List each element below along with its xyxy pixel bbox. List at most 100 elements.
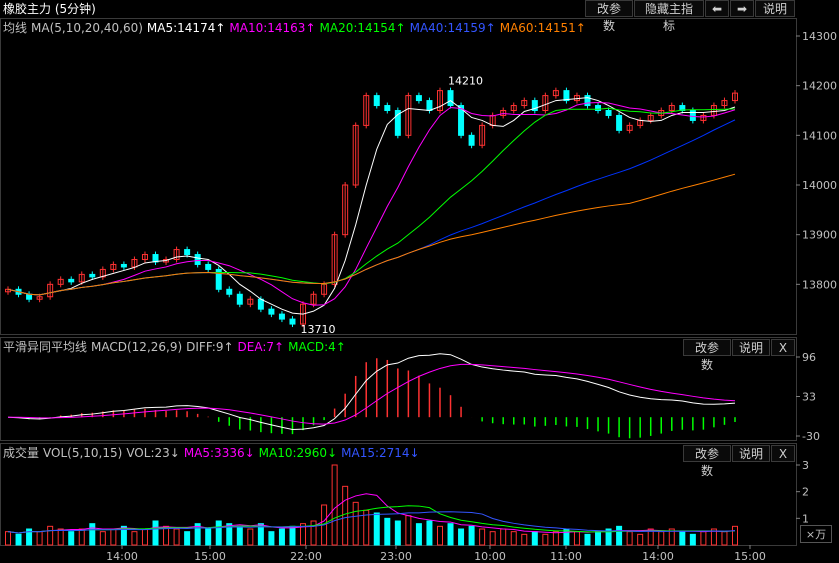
ma40-line <box>7 119 736 296</box>
volume-bar <box>426 520 433 546</box>
volume-bar <box>700 531 707 546</box>
volume-bar <box>99 531 106 546</box>
arrow-right-icon[interactable]: ➡ <box>730 0 754 17</box>
volume-bar <box>447 523 454 546</box>
volume-bar <box>542 533 549 546</box>
candle-body <box>700 114 707 121</box>
candle-body <box>342 184 349 236</box>
volume-bar <box>468 525 475 546</box>
vol-y-tick-label: 1 <box>802 512 809 525</box>
params-button[interactable]: 改参数 <box>585 0 633 33</box>
volume-bar <box>342 485 349 546</box>
volume-bar <box>384 517 391 546</box>
y-tick-label: 14200 <box>802 80 837 93</box>
high-price-label: 14210 <box>448 75 483 88</box>
volume-bar <box>668 528 675 546</box>
dea-value: DEA:7↑ <box>237 340 285 354</box>
vol-help-button[interactable]: 说明 <box>732 445 770 462</box>
candle-body <box>278 313 285 320</box>
macd-y-tick-label: -30 <box>802 430 820 443</box>
arrow-left-icon[interactable]: ⬅ <box>705 0 729 17</box>
volume-bar <box>479 528 486 546</box>
candle-body <box>352 124 359 186</box>
ma10-value: MA10:14163↑ <box>229 21 316 35</box>
candle-body <box>542 95 549 111</box>
candle-body <box>257 298 264 310</box>
volume-bar <box>710 528 717 546</box>
dea-line <box>7 363 736 425</box>
vol-close-icon[interactable]: X <box>771 445 795 462</box>
volume-bar <box>36 531 43 546</box>
vol-label: 成交量 <box>3 446 40 460</box>
volume-bar <box>194 523 201 546</box>
ma20-value: MA20:14154↑ <box>319 21 406 35</box>
hide-main-indicator-button[interactable]: 隐藏主指标 <box>634 0 704 33</box>
ma-legend: 均线 MA(5,10,20,40,60) MA5:14174↑ MA10:14163↑… <box>3 19 590 37</box>
candle-body <box>732 92 738 102</box>
ma10-line <box>7 102 736 306</box>
macd-help-button[interactable]: 说明 <box>732 339 770 356</box>
candle-body <box>721 100 728 107</box>
volume-bar <box>300 523 307 546</box>
candle-body <box>68 278 75 283</box>
macd-y-tick-label: 33 <box>802 391 816 404</box>
x-tick-label: 14:00 <box>642 550 674 563</box>
volume-bar <box>658 531 665 546</box>
macd-legend: 平滑异同平均线 MACD(12,26,9) DIFF:9↑ DEA:7↑ MACD:4↑ <box>3 338 350 356</box>
y-tick-label: 14300 <box>802 30 837 43</box>
panel-frame <box>0 337 797 441</box>
volume-bar <box>57 528 64 546</box>
candle-body <box>120 263 127 268</box>
y-tick-label: 13800 <box>802 278 837 291</box>
macd-close-icon[interactable]: X <box>771 339 795 356</box>
candle-body <box>468 134 475 146</box>
macd-params-button[interactable]: 改参数 <box>683 339 731 372</box>
vol-params: VOL(5,10,15) <box>43 446 123 460</box>
candle-body <box>552 90 559 97</box>
macd-label: 平滑异同平均线 <box>3 340 88 354</box>
ma5-line <box>7 97 736 315</box>
macd-params: MACD(12,26,9) <box>91 340 183 354</box>
volume-bar <box>141 528 148 546</box>
volume-bar <box>131 531 138 546</box>
x-tick-label: 23:00 <box>380 550 412 563</box>
volume-bar <box>510 531 517 546</box>
x-tick-label: 15:00 <box>734 550 766 563</box>
candle-body <box>415 95 422 102</box>
candle-body <box>78 273 85 283</box>
macd-y-tick-label: 96 <box>802 351 816 364</box>
volume-bar <box>732 525 738 546</box>
ma60-value: MA60:14151↑ <box>499 21 586 35</box>
candle-body <box>110 263 117 270</box>
candle-body <box>616 114 623 131</box>
candle-body <box>363 95 370 126</box>
x-tick-label: 10:00 <box>474 550 506 563</box>
x-tick-label: 11:00 <box>550 550 582 563</box>
candle-body <box>521 100 528 107</box>
volume-bar <box>278 528 285 546</box>
candle-body <box>384 105 391 111</box>
vol-params-button[interactable]: 改参数 <box>683 445 731 478</box>
volume-bar <box>68 531 75 546</box>
candle-body <box>531 100 538 111</box>
candle-body <box>500 110 507 116</box>
candle-body <box>57 278 64 285</box>
y-tick-label: 14000 <box>802 179 837 192</box>
volume-bar <box>616 525 623 546</box>
volume-bar <box>89 523 96 546</box>
volume-bar <box>584 533 591 546</box>
candle-body <box>458 105 465 136</box>
volume-bar <box>110 528 117 546</box>
low-price-label: 13710 <box>300 323 335 336</box>
volume-bar <box>47 525 54 546</box>
help-button[interactable]: 说明 <box>755 0 795 17</box>
volume-bar <box>152 520 159 546</box>
volume-bar <box>26 528 33 546</box>
x-tick-label: 22:00 <box>290 550 322 563</box>
volume-bar <box>226 523 233 546</box>
ma40-value: MA40:14159↑ <box>409 21 496 35</box>
vol-ma10-line <box>7 505 736 534</box>
volume-bar <box>689 533 696 546</box>
candle-body <box>194 254 201 265</box>
